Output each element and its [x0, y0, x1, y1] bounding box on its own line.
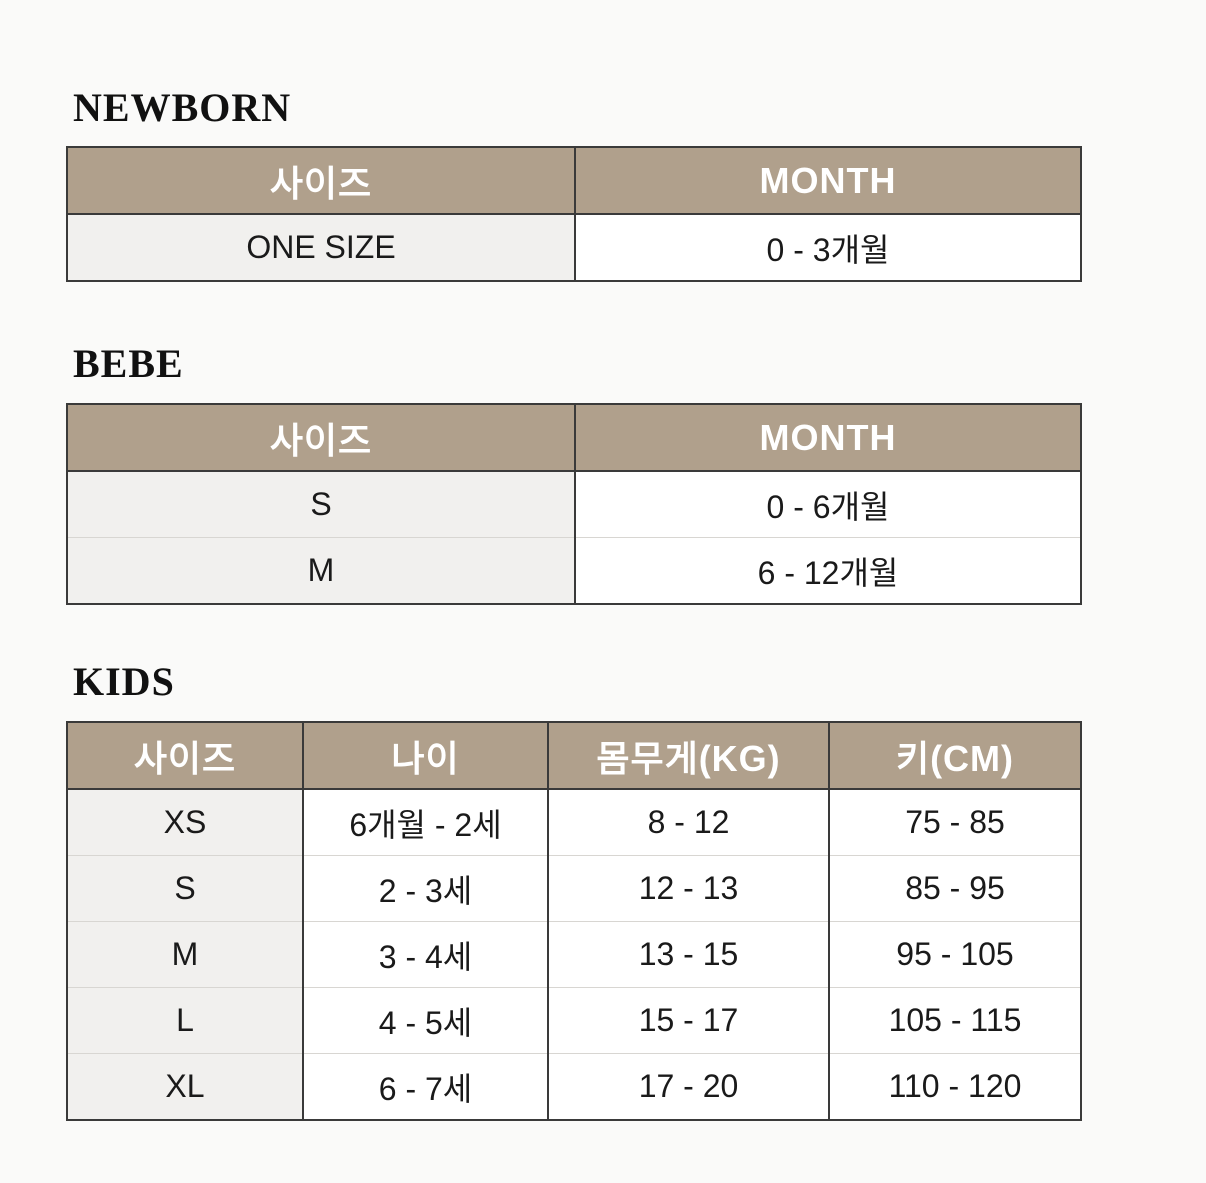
cell-weight: 15 - 17 — [548, 987, 830, 1054]
kids-title: KIDS — [73, 659, 175, 704]
newborn-size-table: 사이즈 MONTH ONE SIZE 0 - 3개월 — [66, 146, 1082, 282]
cell-weight: 12 - 13 — [548, 855, 830, 922]
cell-size: M — [67, 921, 304, 988]
header-age: 나이 — [303, 722, 549, 790]
table-row: XS 6개월 - 2세 8 - 12 75 - 85 — [67, 789, 1081, 856]
header-height: 키(CM) — [829, 722, 1081, 790]
table-header-row: 사이즈 MONTH — [67, 147, 1081, 215]
table-row: XL 6 - 7세 17 - 20 110 - 120 — [67, 1053, 1081, 1120]
cell-size: XS — [67, 789, 304, 856]
cell-size: S — [67, 855, 304, 922]
cell-age: 3 - 4세 — [303, 921, 549, 988]
cell-weight: 8 - 12 — [548, 789, 830, 856]
header-month: MONTH — [575, 147, 1081, 215]
newborn-title: NEWBORN — [73, 85, 292, 130]
cell-weight: 17 - 20 — [548, 1053, 830, 1120]
table-row: M 3 - 4세 13 - 15 95 - 105 — [67, 921, 1081, 988]
cell-month: 0 - 3개월 — [575, 214, 1081, 281]
cell-month: 0 - 6개월 — [575, 471, 1081, 538]
cell-height: 75 - 85 — [829, 789, 1081, 856]
table-row: M 6 - 12개월 — [67, 537, 1081, 604]
cell-age: 2 - 3세 — [303, 855, 549, 922]
cell-height: 85 - 95 — [829, 855, 1081, 922]
cell-size: ONE SIZE — [67, 214, 576, 281]
cell-month: 6 - 12개월 — [575, 537, 1081, 604]
table-header-row: 사이즈 나이 몸무게(KG) 키(CM) — [67, 722, 1081, 790]
cell-height: 95 - 105 — [829, 921, 1081, 988]
table-row: L 4 - 5세 15 - 17 105 - 115 — [67, 987, 1081, 1054]
table-row: ONE SIZE 0 - 3개월 — [67, 214, 1081, 281]
cell-size: M — [67, 537, 576, 604]
header-size: 사이즈 — [67, 722, 304, 790]
table-row: S 0 - 6개월 — [67, 471, 1081, 538]
cell-size: XL — [67, 1053, 304, 1120]
header-weight: 몸무게(KG) — [548, 722, 830, 790]
header-month: MONTH — [575, 404, 1081, 472]
cell-height: 105 - 115 — [829, 987, 1081, 1054]
cell-size: S — [67, 471, 576, 538]
bebe-title: BEBE — [73, 341, 184, 386]
cell-size: L — [67, 987, 304, 1054]
header-size: 사이즈 — [67, 404, 576, 472]
cell-height: 110 - 120 — [829, 1053, 1081, 1120]
kids-size-table: 사이즈 나이 몸무게(KG) 키(CM) XS 6개월 - 2세 8 - 12 … — [66, 721, 1082, 1121]
table-header-row: 사이즈 MONTH — [67, 404, 1081, 472]
header-size: 사이즈 — [67, 147, 576, 215]
table-row: S 2 - 3세 12 - 13 85 - 95 — [67, 855, 1081, 922]
cell-age: 6 - 7세 — [303, 1053, 549, 1120]
cell-age: 6개월 - 2세 — [303, 789, 549, 856]
cell-weight: 13 - 15 — [548, 921, 830, 988]
cell-age: 4 - 5세 — [303, 987, 549, 1054]
bebe-size-table: 사이즈 MONTH S 0 - 6개월 M 6 - 12개월 — [66, 403, 1082, 605]
